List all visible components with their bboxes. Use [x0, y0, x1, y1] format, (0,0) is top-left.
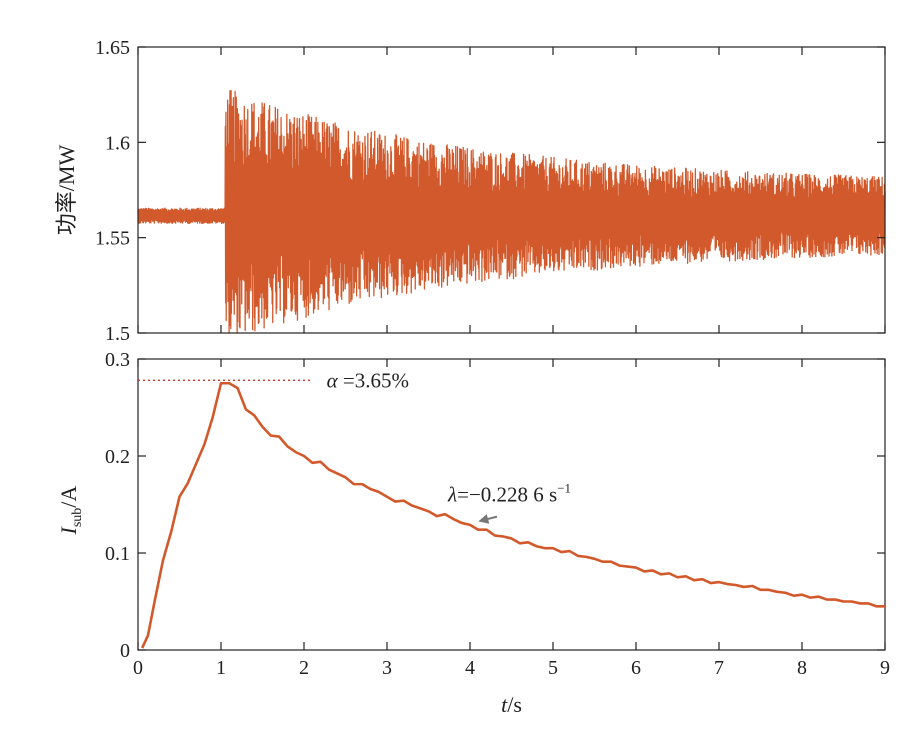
bottom-y-label-unit: /A	[56, 486, 81, 508]
lambda-exponent: −1	[557, 481, 571, 496]
lambda-arrow	[480, 517, 497, 521]
top-power-series	[138, 91, 885, 333]
x-label-unit: /s	[507, 692, 522, 717]
bottom-y-label-sub: sub	[70, 508, 85, 527]
bottom-x-tick-label: 5	[548, 657, 558, 679]
bottom-y-axis-label: Isub/A	[56, 486, 85, 536]
top-y-tick-label: 1.6	[105, 132, 130, 154]
bottom-x-tick-label: 6	[631, 657, 641, 679]
bottom-current-panel: 0 0.1 0.2 0.3 0 1 2 3 4 5 6 7 8 9 α =3.65% λ=−0.228 …	[56, 349, 890, 717]
bottom-x-tick-label: 8	[797, 657, 807, 679]
top-y-axis-label: 功率/MW	[54, 145, 79, 236]
alpha-value: =3.65%	[338, 368, 409, 392]
bottom-x-tick-label: 3	[382, 657, 392, 679]
lambda-symbol: λ	[447, 483, 457, 507]
top-power-panel: 1.5 1.55 1.6 1.65 功率/MW	[54, 37, 885, 345]
lambda-value: =−0.228 6 s	[457, 483, 557, 507]
bottom-y-tick-label: 0.3	[105, 349, 130, 371]
top-y-tick-label: 1.55	[95, 228, 130, 250]
bottom-x-ticks: 0 1 2 3 4 5 6 7 8 9	[133, 359, 890, 679]
top-y-tick-label: 1.5	[105, 323, 130, 345]
bottom-x-tick-label: 1	[216, 657, 226, 679]
top-y-tick-label: 1.65	[95, 37, 130, 59]
bottom-x-tick-label: 0	[133, 657, 143, 679]
top-power-line	[138, 91, 885, 333]
bottom-y-tick-label: 0.1	[105, 543, 130, 565]
bottom-x-axis-label: t/s	[501, 692, 522, 717]
bottom-x-tick-label: 9	[880, 657, 890, 679]
bottom-x-tick-label: 7	[714, 657, 724, 679]
bottom-y-tick-label: 0	[120, 640, 130, 662]
bottom-x-tick-label: 4	[465, 657, 475, 679]
lambda-annotation: λ=−0.228 6 s−1	[447, 481, 571, 507]
bottom-x-tick-label: 2	[299, 657, 309, 679]
bottom-series-points	[142, 383, 885, 648]
bottom-y-tick-label: 0.2	[105, 446, 130, 468]
bottom-current-series	[142, 383, 885, 648]
alpha-annotation: α =3.65%	[327, 368, 409, 392]
